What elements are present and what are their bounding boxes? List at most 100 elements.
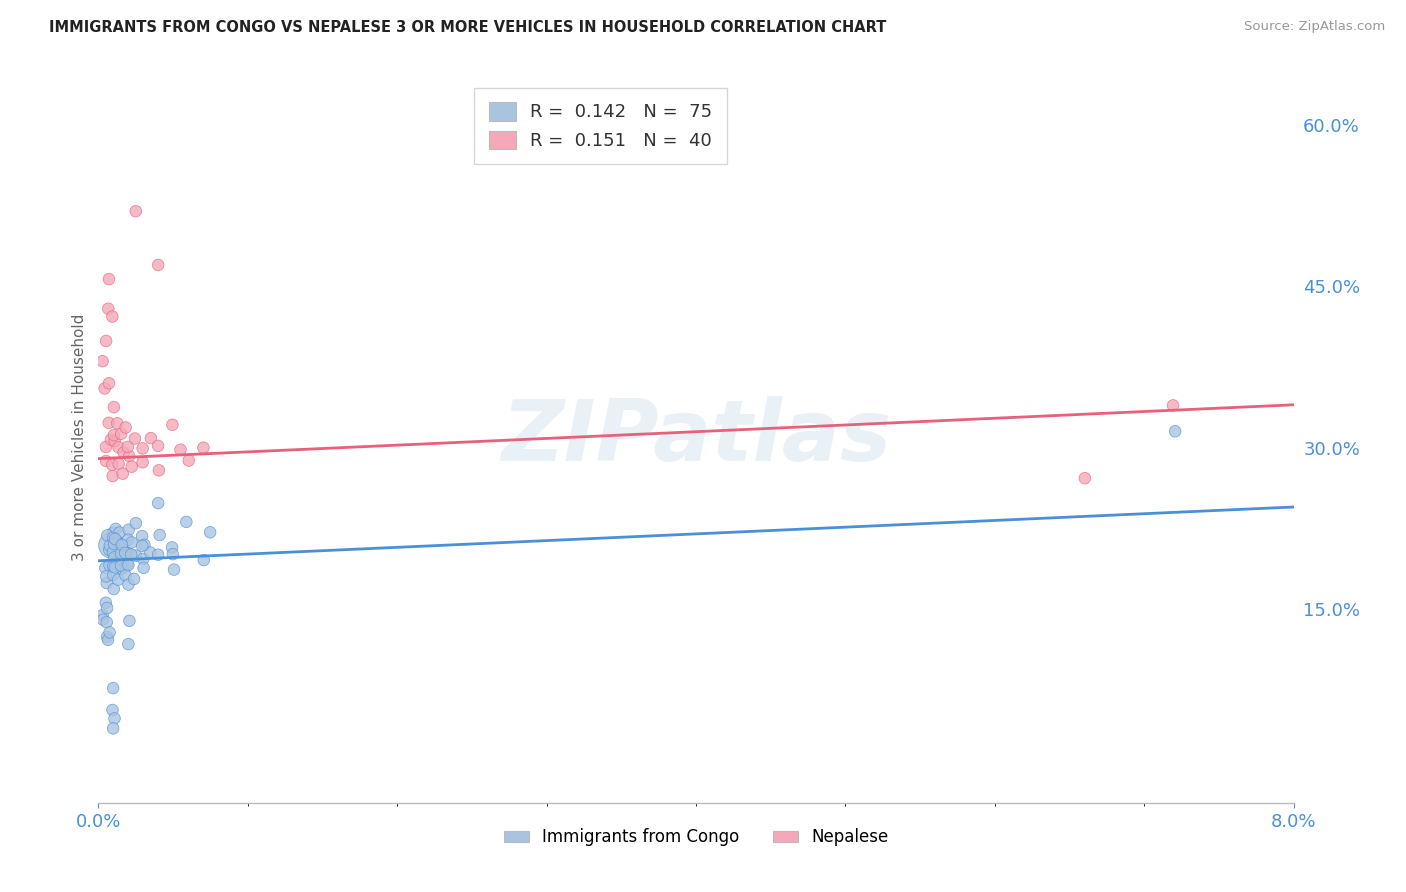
Point <box>110 426 132 441</box>
Point <box>121 535 143 549</box>
Point <box>132 552 155 566</box>
Point <box>125 516 148 531</box>
Point <box>103 582 125 596</box>
Point <box>97 301 120 316</box>
Point <box>120 548 142 562</box>
Point <box>112 550 135 565</box>
Point <box>98 376 121 391</box>
Point <box>162 417 184 432</box>
Point <box>101 722 124 736</box>
Point <box>131 455 153 469</box>
Point <box>193 441 215 455</box>
Point <box>114 546 136 560</box>
Point <box>1074 471 1097 485</box>
Text: ZIPatlas: ZIPatlas <box>501 395 891 479</box>
Point <box>131 529 153 543</box>
Point <box>96 601 118 615</box>
Point <box>132 561 155 575</box>
Point <box>107 535 129 549</box>
Point <box>91 613 114 627</box>
Point <box>117 546 139 560</box>
Point <box>146 496 169 510</box>
Point <box>125 549 148 563</box>
Point <box>177 453 200 467</box>
Point <box>108 525 131 540</box>
Point <box>112 445 135 459</box>
Text: IMMIGRANTS FROM CONGO VS NEPALESE 3 OR MORE VEHICLES IN HOUSEHOLD CORRELATION CH: IMMIGRANTS FROM CONGO VS NEPALESE 3 OR M… <box>49 20 887 35</box>
Point <box>118 523 141 537</box>
Point <box>98 539 121 553</box>
Point <box>100 433 122 447</box>
Point <box>107 457 129 471</box>
Point <box>91 608 114 623</box>
Point <box>103 711 125 725</box>
Point <box>148 463 170 477</box>
Point <box>110 546 132 560</box>
Point <box>94 454 117 468</box>
Point <box>1164 424 1187 438</box>
Point <box>100 538 122 552</box>
Point <box>96 528 118 542</box>
Point <box>98 558 121 573</box>
Point <box>101 469 124 483</box>
Text: Source: ZipAtlas.com: Source: ZipAtlas.com <box>1244 20 1385 33</box>
Point <box>114 420 136 434</box>
Point <box>124 432 146 446</box>
Point <box>110 558 132 573</box>
Point <box>101 545 124 559</box>
Point <box>104 560 127 574</box>
Point <box>103 546 125 560</box>
Point <box>96 615 118 630</box>
Point <box>110 562 132 576</box>
Point <box>97 416 120 430</box>
Point <box>94 596 117 610</box>
Point <box>121 459 143 474</box>
Point <box>101 458 124 472</box>
Point <box>103 401 125 415</box>
Point <box>107 441 129 455</box>
Point <box>1161 399 1184 413</box>
Point <box>108 545 131 559</box>
Point <box>96 630 118 644</box>
Point <box>103 568 125 582</box>
Point <box>118 449 141 463</box>
Point <box>98 625 121 640</box>
Point <box>148 258 170 272</box>
Point <box>101 310 124 324</box>
Point <box>94 334 117 348</box>
Point <box>198 525 221 540</box>
Point <box>149 528 172 542</box>
Point <box>131 539 153 553</box>
Point <box>107 573 129 587</box>
Point <box>111 467 134 481</box>
Point <box>101 681 124 695</box>
Point <box>104 522 127 536</box>
Point <box>101 525 124 540</box>
Point <box>104 434 127 449</box>
Point <box>93 381 115 395</box>
Point <box>114 568 136 582</box>
Point <box>117 533 139 547</box>
Point <box>176 515 198 529</box>
Point <box>163 563 186 577</box>
Point <box>94 569 117 583</box>
Point <box>134 538 156 552</box>
Point <box>162 547 184 561</box>
Point <box>94 561 117 575</box>
Point <box>114 560 136 574</box>
Point <box>111 538 134 552</box>
Point <box>97 632 120 647</box>
Point <box>117 637 139 651</box>
Y-axis label: 3 or more Vehicles in Household: 3 or more Vehicles in Household <box>72 313 87 561</box>
Point <box>146 548 169 562</box>
Point <box>103 537 125 551</box>
Point <box>91 354 114 368</box>
Point <box>103 550 125 565</box>
Point <box>160 541 183 555</box>
Point <box>101 703 124 717</box>
Point <box>146 439 169 453</box>
Point <box>115 558 138 572</box>
Point <box>103 559 125 574</box>
Point <box>117 440 139 454</box>
Point <box>117 577 139 591</box>
